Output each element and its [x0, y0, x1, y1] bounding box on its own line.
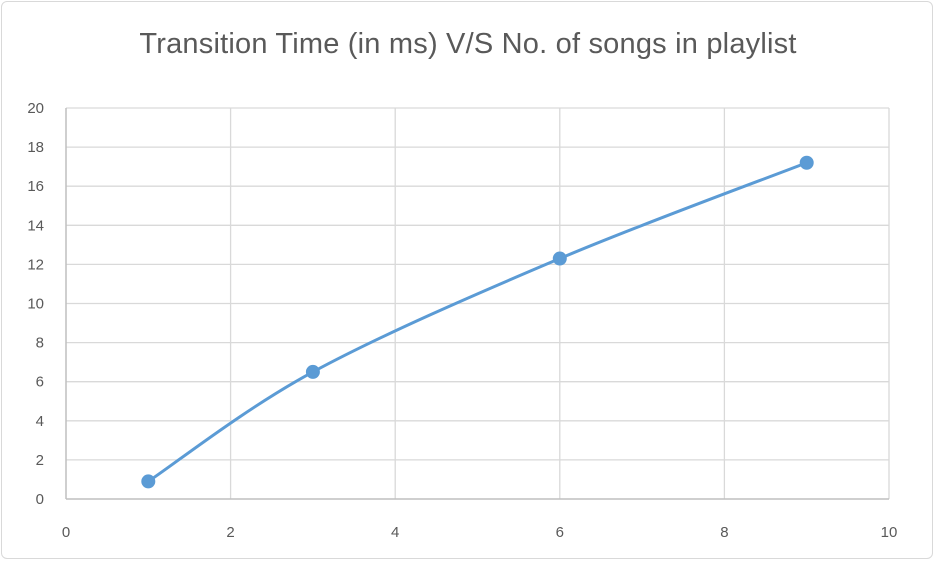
y-tick-label: 0 — [36, 491, 44, 508]
y-tick-label: 20 — [27, 100, 44, 117]
data-point — [305, 364, 320, 379]
y-tick-label: 14 — [27, 217, 44, 234]
y-tick-label: 4 — [36, 413, 44, 430]
gridlines — [66, 107, 890, 499]
series-line — [146, 161, 809, 483]
x-tick-label: 2 — [226, 524, 234, 541]
x-tick-label: 8 — [720, 524, 728, 541]
x-tick-label: 10 — [881, 524, 898, 541]
y-tick-label: 10 — [27, 296, 44, 313]
data-point — [552, 251, 567, 266]
x-tick-label: 0 — [62, 524, 70, 541]
y-tick-label: 12 — [27, 256, 44, 273]
data-point — [799, 155, 814, 170]
y-tick-label: 16 — [27, 178, 44, 195]
y-tick-label: 18 — [27, 139, 44, 156]
x-tick-label: 4 — [391, 524, 399, 541]
data-point — [141, 474, 156, 489]
x-tick-labels: 0 2 4 6 8 10 — [62, 524, 898, 541]
y-tick-labels: 0 2 4 6 8 10 12 14 16 18 20 — [27, 100, 44, 508]
series-group — [141, 155, 814, 489]
x-tick-label: 6 — [556, 524, 564, 541]
y-tick-label: 6 — [36, 374, 44, 391]
y-tick-label: 2 — [36, 452, 44, 469]
axes — [65, 108, 889, 500]
chart-title: Transition Time (in ms) V/S No. of songs… — [139, 28, 797, 60]
y-tick-label: 8 — [36, 335, 44, 352]
